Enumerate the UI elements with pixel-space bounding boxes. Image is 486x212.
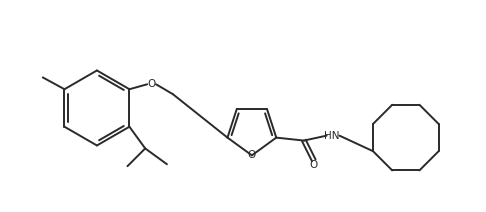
Text: O: O	[310, 160, 318, 170]
Text: O: O	[248, 150, 256, 160]
Text: HN: HN	[324, 131, 339, 141]
Text: O: O	[147, 79, 155, 89]
